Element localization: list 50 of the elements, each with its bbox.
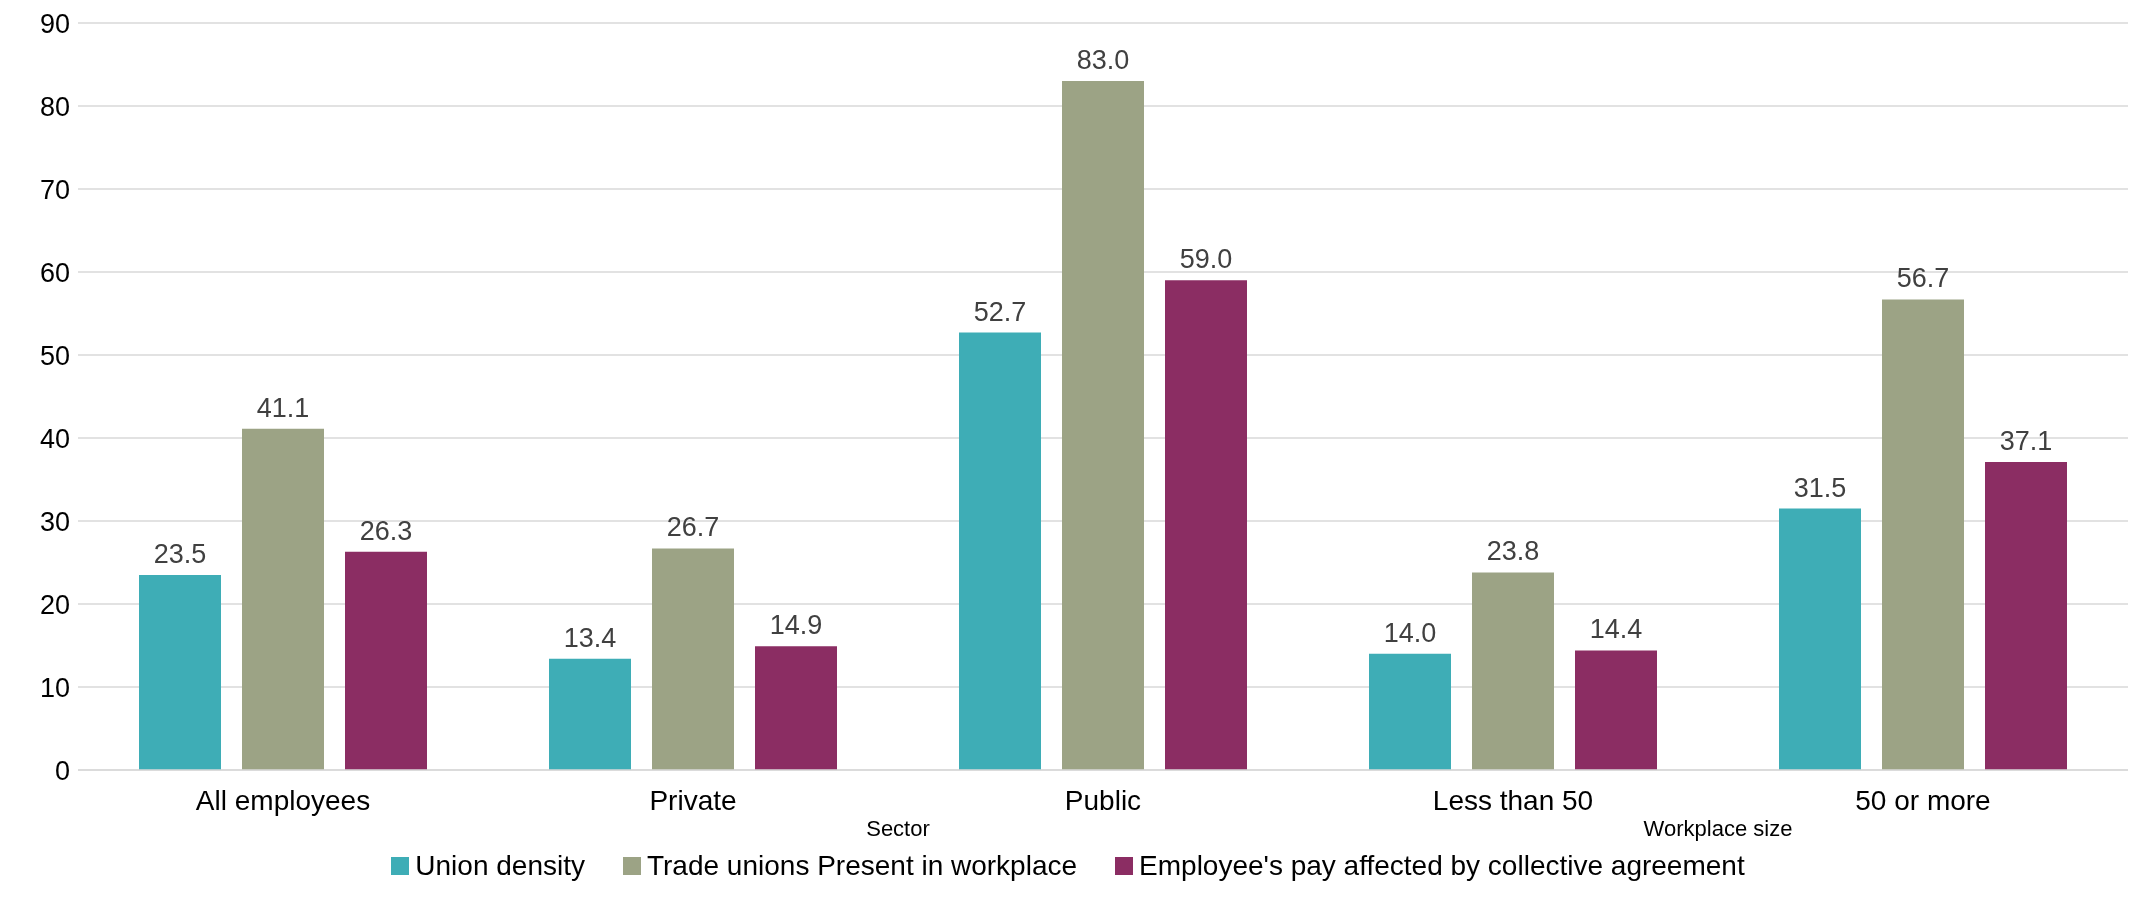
y-tick-label: 30 <box>39 506 70 537</box>
data-label: 52.7 <box>973 296 1027 327</box>
data-label: 41.1 <box>256 392 310 423</box>
y-tick-label: 50 <box>39 340 70 371</box>
x-tick-label: All employees <box>195 784 371 816</box>
y-tick-label: 70 <box>39 174 70 205</box>
data-label: 37.1 <box>1999 426 2053 457</box>
legend-label: Union density <box>415 850 585 882</box>
y-tick-label: 20 <box>39 589 70 620</box>
x-tick-label: Private <box>649 784 737 816</box>
legend-label: Trade unions Present in workplace <box>646 850 1078 882</box>
bar <box>1985 462 2067 770</box>
data-label: 23.8 <box>1486 536 1540 567</box>
data-label: 56.7 <box>1896 263 1950 294</box>
bar <box>1882 299 1964 770</box>
bar <box>549 658 631 770</box>
data-label: 83.0 <box>1076 45 1130 76</box>
bar <box>1575 650 1657 770</box>
data-label: 23.5 <box>153 538 207 569</box>
data-label: 26.3 <box>359 515 413 546</box>
data-label: 26.7 <box>666 512 720 543</box>
data-label: 14.9 <box>769 610 823 641</box>
y-tick-label: 90 <box>39 8 70 39</box>
data-label: 31.5 <box>1793 472 1847 503</box>
data-label: 13.4 <box>563 622 617 653</box>
x-tick-label: Public <box>1064 784 1142 816</box>
bar <box>1165 280 1247 770</box>
legend-label: Employee's pay affected by collective agreement <box>1139 850 1745 882</box>
bar <box>1472 572 1554 770</box>
y-tick-label: 40 <box>39 423 70 454</box>
bar <box>652 548 734 770</box>
bar <box>139 574 221 770</box>
bar <box>1062 81 1144 770</box>
y-tick-label: 60 <box>39 257 70 288</box>
bar <box>242 428 324 770</box>
bar <box>1369 653 1451 770</box>
x-tick-label: 50 or more <box>1855 784 1991 816</box>
bar <box>755 646 837 770</box>
y-tick-label: 0 <box>54 755 70 786</box>
data-label: 14.4 <box>1589 614 1643 645</box>
y-tick-label: 10 <box>39 672 70 703</box>
text: Workplace size <box>1642 816 1794 842</box>
y-tick-label: 80 <box>39 91 70 122</box>
data-label: 14.0 <box>1383 617 1437 648</box>
text: Sector <box>865 816 931 842</box>
data-label: 59.0 <box>1179 244 1233 275</box>
x-tick-label: Less than 50 <box>1432 784 1594 816</box>
bar <box>959 332 1041 770</box>
bar <box>345 551 427 770</box>
bar <box>1779 508 1861 770</box>
